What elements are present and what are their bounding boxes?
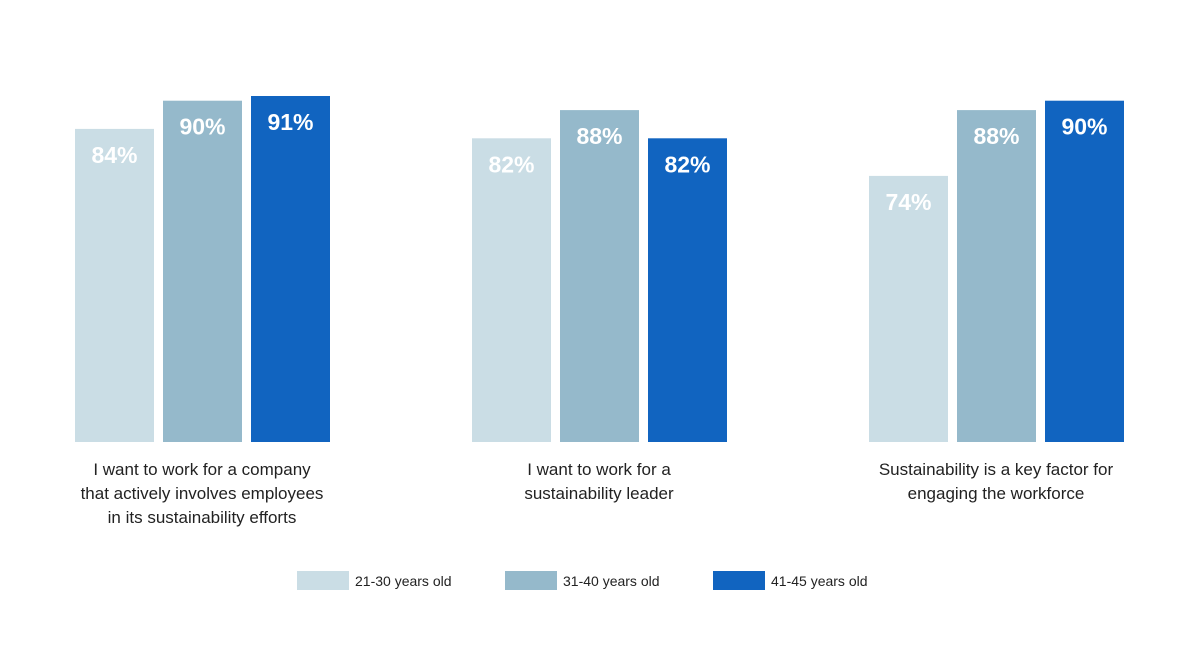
bar	[472, 138, 551, 443]
bar	[957, 110, 1036, 442]
data-label: 88%	[576, 123, 622, 149]
data-label: 88%	[973, 123, 1019, 149]
category-label-line: I want to work for a	[527, 460, 671, 479]
category-label-line: Sustainability is a key factor for	[878, 460, 1114, 479]
data-label: 82%	[664, 151, 710, 177]
category-label-line: that actively involves employees	[80, 484, 324, 503]
legend-item: 41-45 years old	[713, 571, 868, 590]
legend-label: 31-40 years old	[563, 572, 660, 589]
category-label-line: engaging the workforce	[907, 484, 1085, 503]
data-label: 74%	[885, 189, 931, 215]
legend-item: 21-30 years old	[297, 571, 452, 590]
category-label-line: in its sustainability efforts	[107, 508, 297, 527]
legend-swatch	[297, 571, 349, 590]
bar	[163, 100, 242, 442]
bar	[75, 128, 154, 442]
data-label: 90%	[179, 114, 225, 140]
legend-item: 31-40 years old	[505, 571, 660, 590]
bar	[251, 96, 330, 442]
data-label: 90%	[1061, 114, 1107, 140]
legend-swatch	[505, 571, 557, 590]
category-label: Sustainability is a key factor for engagi…	[846, 458, 1146, 506]
data-label: 91%	[267, 109, 313, 135]
category-label-line: sustainability leader	[524, 484, 674, 503]
legend-label: 41-45 years old	[771, 572, 868, 589]
legend-swatch	[713, 571, 765, 590]
bar	[648, 138, 727, 443]
data-label: 82%	[488, 151, 534, 177]
category-label: I want to work for a sustainability leade…	[449, 458, 749, 506]
category-label: I want to work for a company that activel…	[52, 458, 352, 530]
bar	[869, 175, 948, 442]
bar	[560, 110, 639, 442]
legend-label: 21-30 years old	[355, 572, 452, 589]
data-label: 84%	[91, 142, 137, 168]
category-label-line: I want to work for a company	[93, 460, 311, 479]
bar	[1045, 100, 1124, 442]
